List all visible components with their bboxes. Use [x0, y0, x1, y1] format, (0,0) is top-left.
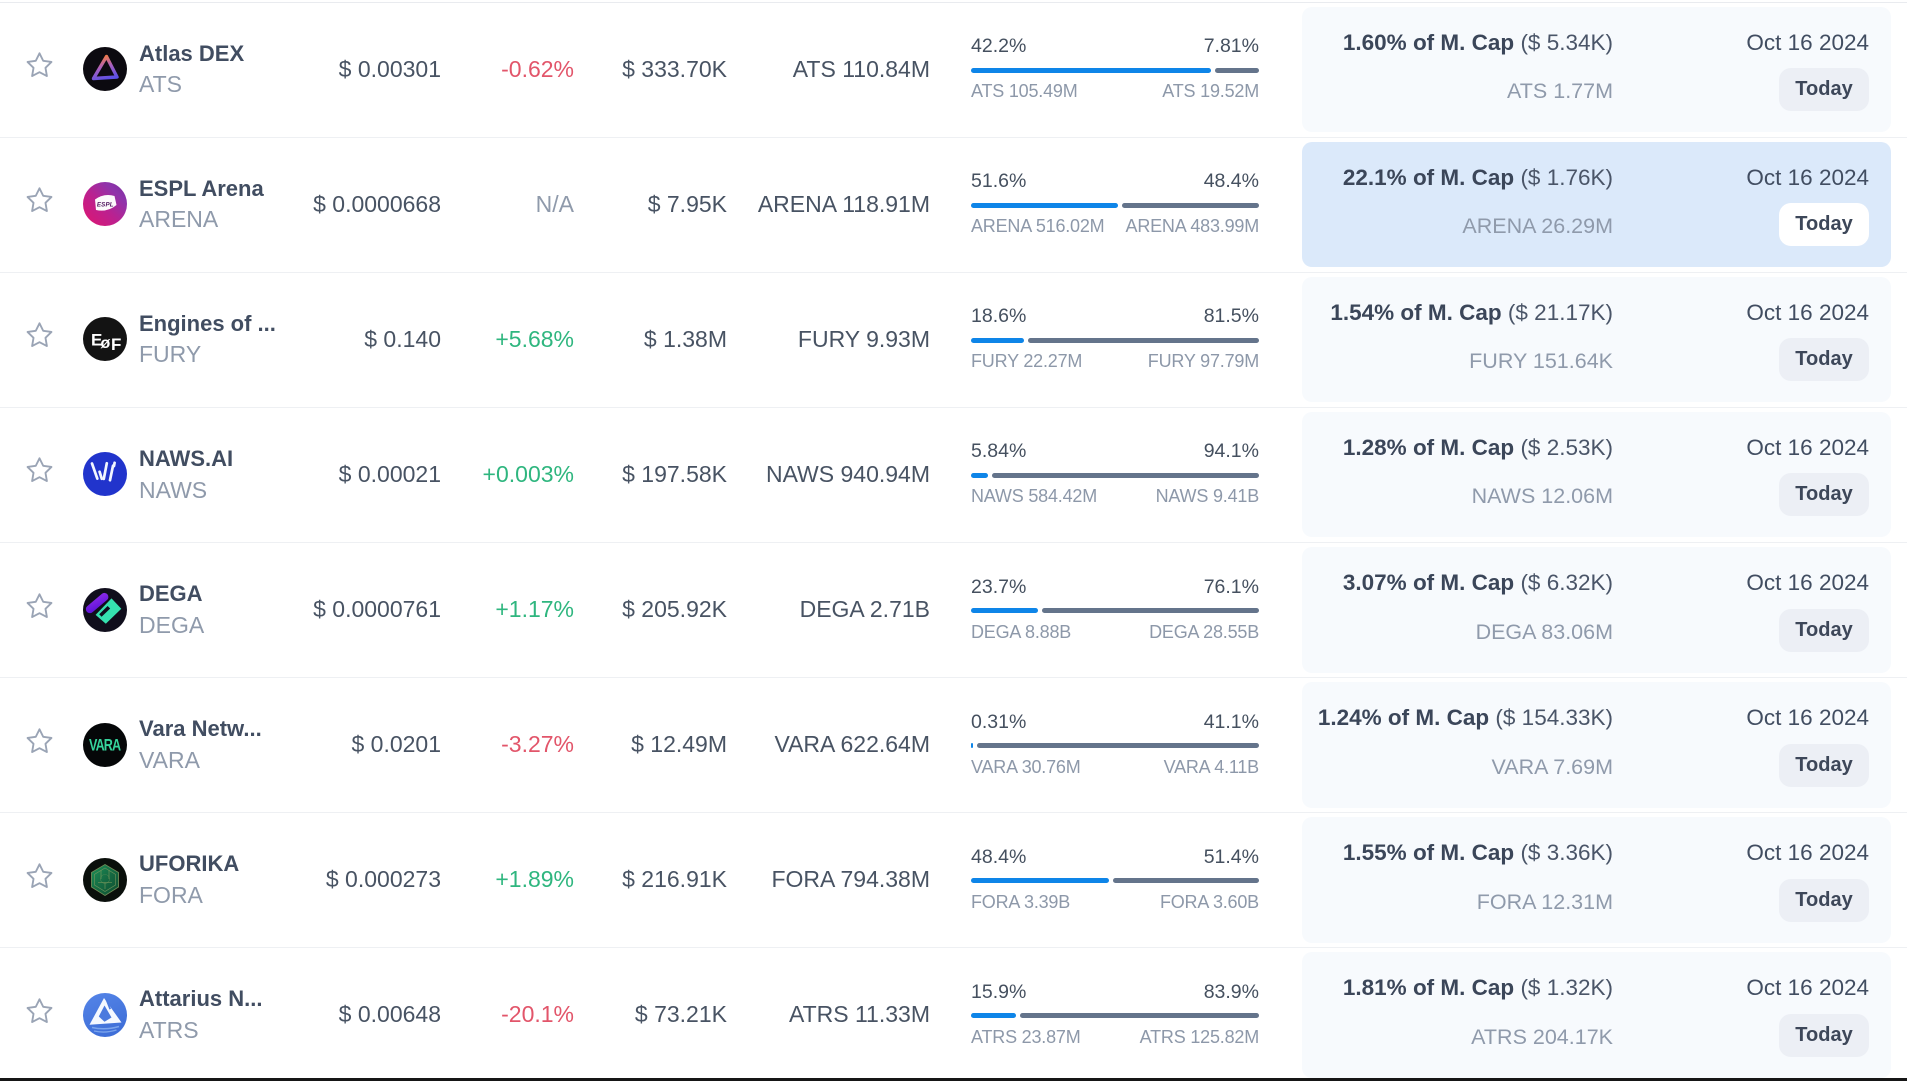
svg-text:ESPL: ESPL — [97, 201, 114, 208]
svg-text:F: F — [111, 335, 121, 354]
svg-text:VARA: VARA — [89, 737, 121, 755]
svg-text:ø: ø — [101, 335, 111, 352]
svg-text:E: E — [91, 331, 102, 350]
